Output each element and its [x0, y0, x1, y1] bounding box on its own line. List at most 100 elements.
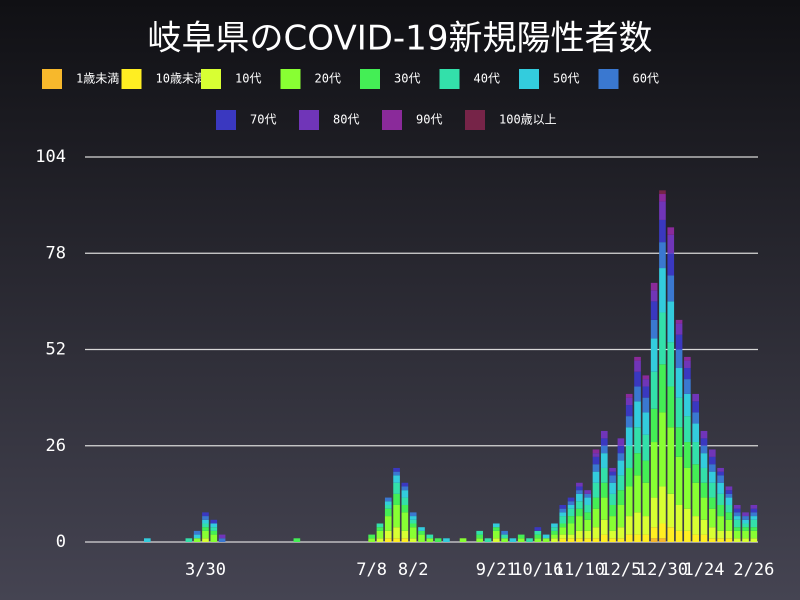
bar-segment	[659, 538, 666, 542]
bar-segment	[700, 438, 708, 446]
y-tick-label: 78	[46, 243, 66, 263]
bar-segment	[650, 442, 658, 498]
bar-segment	[401, 490, 409, 498]
bar-segment	[650, 290, 658, 302]
bar-segment	[609, 493, 616, 505]
bar-segment	[492, 523, 500, 528]
bar-segment	[733, 538, 741, 542]
bar-segment	[650, 538, 658, 542]
bar-segment	[592, 497, 600, 509]
bar-segment	[426, 534, 434, 539]
bar-segment	[625, 427, 633, 446]
bar-segment	[642, 516, 650, 535]
bar-segment	[642, 534, 650, 542]
bar-segment	[426, 538, 434, 542]
bar-segment	[684, 530, 691, 542]
bar-segment	[393, 482, 400, 494]
bar-segment	[609, 504, 616, 517]
y-tick-label: 104	[35, 147, 66, 167]
bar-segment	[584, 519, 591, 531]
bar-segment	[667, 493, 675, 528]
bar-segment	[750, 512, 758, 517]
bar-segment	[625, 405, 633, 417]
bar-segment	[742, 527, 749, 531]
bar-segment	[202, 538, 209, 542]
legend-label: 30代	[394, 72, 420, 86]
bar-segment	[368, 538, 375, 542]
bar-segment	[708, 538, 716, 542]
legend-label: 10代	[235, 72, 261, 86]
bar-segment	[617, 460, 625, 476]
bar-segment	[684, 356, 691, 361]
bar-segment	[617, 475, 625, 491]
bar-segment	[692, 442, 700, 465]
bar-segment	[684, 368, 691, 380]
bar-segment	[642, 434, 650, 461]
bar-segment	[642, 412, 650, 435]
bar-segment	[634, 356, 641, 361]
bar-segment	[193, 530, 201, 535]
bar-segment	[700, 534, 708, 542]
bar-segment	[708, 449, 716, 457]
legend-label: 90代	[416, 113, 442, 127]
bar-segment	[293, 538, 301, 542]
bar-segment	[675, 319, 683, 324]
bar-segment	[692, 412, 700, 424]
legend-swatch	[598, 69, 619, 89]
bar-segment	[559, 538, 567, 542]
bar-segment	[401, 530, 409, 539]
bar-segment	[675, 504, 683, 531]
bar-segment	[368, 534, 375, 539]
bar-segment	[725, 497, 733, 505]
bar-segment	[634, 360, 641, 372]
bar-segment	[384, 516, 392, 531]
bar-segment	[210, 527, 218, 531]
bar-segment	[634, 401, 641, 428]
bar-segment	[484, 538, 492, 542]
bar-segment	[409, 527, 417, 539]
bar-segment	[708, 464, 716, 472]
legend-swatch	[216, 110, 236, 130]
bar-segment	[650, 371, 658, 409]
bar-segment	[650, 408, 658, 443]
bar-segment	[659, 523, 666, 539]
bar-segment	[492, 538, 500, 542]
bar-segment	[675, 349, 683, 369]
bar-segment	[592, 471, 600, 483]
x-tick-label: 9/21	[476, 560, 517, 580]
bar-segment	[542, 538, 550, 542]
bar-segment	[675, 456, 683, 505]
bar-segment	[559, 504, 567, 509]
bar-segment	[700, 467, 708, 483]
legend-label: 40代	[474, 72, 500, 86]
x-tick-label: 10/16	[512, 560, 563, 580]
bar-segment	[567, 497, 575, 502]
bar-segment	[559, 508, 567, 513]
bar-segment	[210, 523, 218, 528]
bar-segment	[717, 504, 724, 517]
legend-swatch	[121, 69, 142, 89]
bar-segment	[692, 423, 700, 443]
bar-segment	[401, 538, 409, 542]
bar-segment	[492, 527, 500, 531]
x-tick-label: 2/26	[733, 560, 774, 580]
bar-segment	[409, 523, 417, 528]
legend-swatch	[201, 69, 221, 89]
bar-segment	[592, 449, 600, 454]
legend-label: 100歳以上	[499, 113, 557, 127]
bar-segment	[584, 490, 591, 494]
bar-segment	[418, 530, 425, 535]
bar-segment	[592, 527, 600, 539]
bar-segment	[667, 234, 675, 254]
x-tick-label: 1/24	[684, 560, 725, 580]
bar-segment	[584, 493, 591, 498]
bar-segment	[733, 519, 741, 528]
bar-segment	[559, 527, 567, 535]
bar-segment	[567, 504, 575, 509]
bar-segment	[733, 527, 741, 531]
bar-segment	[600, 430, 608, 439]
bar-segment	[684, 508, 691, 531]
bar-segment	[576, 508, 583, 517]
bar-segment	[567, 516, 575, 524]
bar-segment	[675, 368, 683, 398]
